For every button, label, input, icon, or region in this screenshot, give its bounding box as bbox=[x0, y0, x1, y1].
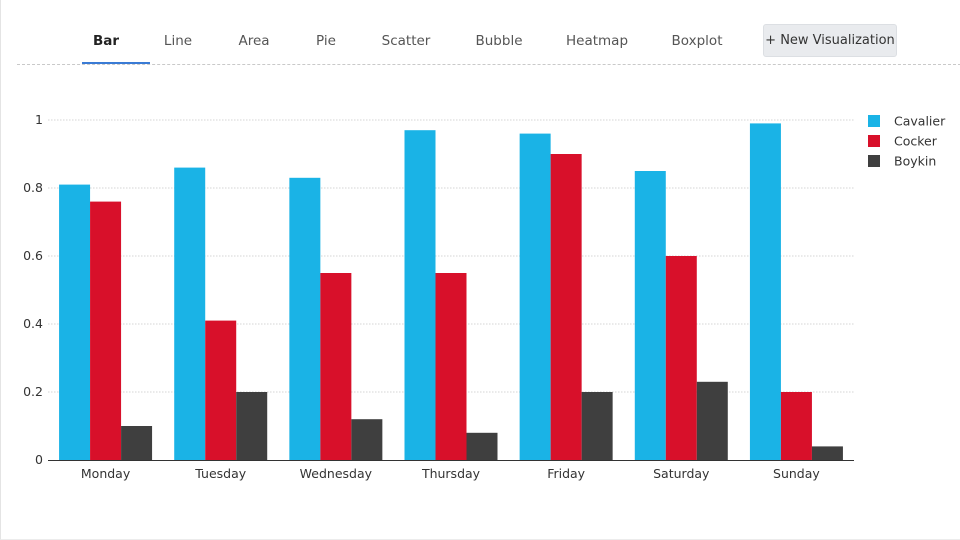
chart-bars bbox=[59, 123, 843, 461]
y-tick-label: 0 bbox=[35, 452, 43, 467]
x-tick-label: Tuesday bbox=[194, 466, 246, 481]
bar-cocker-thursday[interactable] bbox=[435, 273, 467, 460]
bar-boykin-friday[interactable] bbox=[581, 392, 613, 460]
y-tick-label: 0.8 bbox=[23, 180, 43, 195]
x-tick-label: Sunday bbox=[773, 466, 820, 481]
x-tick-label: Saturday bbox=[653, 466, 710, 481]
bar-cavalier-friday[interactable] bbox=[519, 133, 551, 460]
y-axis: 0 0.2 0.4 0.6 0.8 1 bbox=[23, 112, 43, 467]
tab-line[interactable]: Line bbox=[163, 33, 193, 49]
tab-bubble[interactable]: Bubble bbox=[475, 33, 523, 49]
tab-heatmap[interactable]: Heatmap bbox=[565, 33, 629, 49]
bar-cocker-friday[interactable] bbox=[550, 154, 582, 460]
bar-boykin-saturday[interactable] bbox=[696, 381, 728, 460]
bar-boykin-sunday[interactable] bbox=[811, 446, 843, 460]
active-tab-indicator bbox=[82, 62, 150, 64]
chart-legend: Cavalier Cocker Boykin bbox=[868, 114, 946, 169]
legend-swatch-boykin bbox=[868, 155, 880, 167]
tab-scatter[interactable]: Scatter bbox=[381, 33, 431, 49]
x-tick-label: Wednesday bbox=[300, 466, 373, 481]
chart-type-tabs: Bar Line Area Pie Scatter Bubble Heatmap… bbox=[17, 0, 960, 65]
y-tick-label: 0.4 bbox=[23, 316, 43, 331]
bar-boykin-tuesday[interactable] bbox=[236, 392, 268, 460]
legend-swatch-cocker bbox=[868, 135, 880, 147]
x-tick-label: Thursday bbox=[421, 466, 481, 481]
legend-label-cavalier[interactable]: Cavalier bbox=[894, 114, 946, 129]
legend-label-cocker[interactable]: Cocker bbox=[894, 134, 938, 149]
x-tick-label: Friday bbox=[547, 466, 585, 481]
legend-swatch-cavalier bbox=[868, 115, 880, 127]
y-tick-label: 1 bbox=[35, 112, 43, 127]
x-axis: Monday Tuesday Wednesday Thursday Friday Satu… bbox=[48, 460, 854, 481]
y-tick-label: 0.6 bbox=[23, 248, 43, 263]
bar-cavalier-thursday[interactable] bbox=[404, 130, 436, 460]
bar-cavalier-tuesday[interactable] bbox=[174, 167, 206, 460]
x-tick-label: Monday bbox=[81, 466, 131, 481]
bar-chart: 0 0.2 0.4 0.6 0.8 1 Monday Tuesday Wednesday Thu… bbox=[23, 112, 946, 481]
tab-bar[interactable]: Bar bbox=[92, 33, 120, 49]
bar-boykin-monday[interactable] bbox=[121, 426, 153, 460]
tab-pie[interactable]: Pie bbox=[316, 33, 336, 49]
y-tick-label: 0.2 bbox=[23, 384, 43, 399]
bar-cocker-wednesday[interactable] bbox=[320, 273, 352, 460]
tab-boxplot[interactable]: Boxplot bbox=[671, 33, 723, 49]
bar-boykin-wednesday[interactable] bbox=[351, 419, 383, 460]
bar-cocker-monday[interactable] bbox=[90, 201, 122, 460]
new-visualization-button[interactable]: + New Visualization bbox=[763, 24, 897, 57]
legend-label-boykin[interactable]: Boykin bbox=[894, 154, 936, 169]
bar-cavalier-sunday[interactable] bbox=[749, 123, 781, 461]
bar-cocker-saturday[interactable] bbox=[665, 256, 697, 460]
bar-boykin-thursday[interactable] bbox=[466, 432, 498, 460]
bar-cocker-tuesday[interactable] bbox=[205, 320, 237, 460]
bar-cocker-sunday[interactable] bbox=[780, 392, 812, 460]
bar-cavalier-monday[interactable] bbox=[59, 184, 91, 460]
bar-cavalier-saturday[interactable] bbox=[634, 171, 666, 460]
tab-area[interactable]: Area bbox=[238, 33, 270, 49]
bar-cavalier-wednesday[interactable] bbox=[289, 177, 321, 461]
